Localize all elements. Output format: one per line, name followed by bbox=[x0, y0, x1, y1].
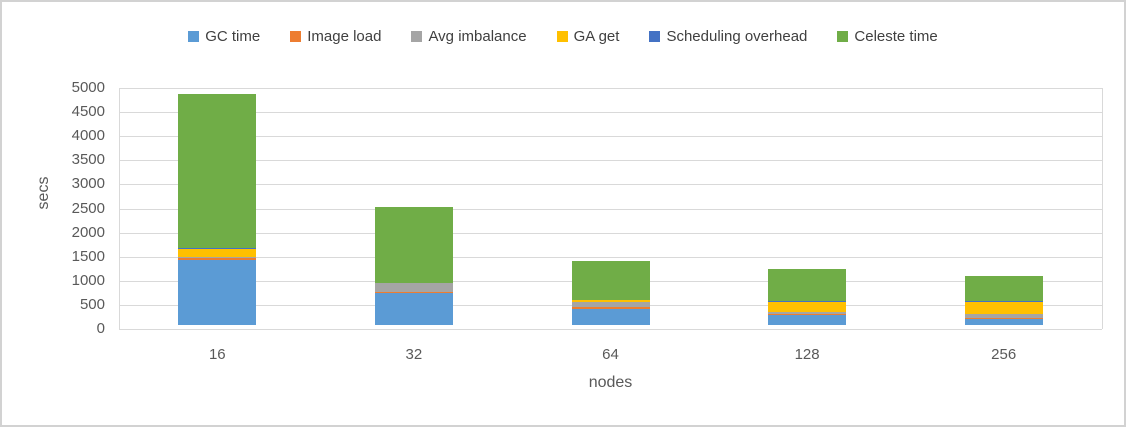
segment-celeste-time bbox=[374, 206, 453, 284]
segment-celeste-time bbox=[178, 94, 257, 249]
segment-ga-get bbox=[178, 248, 257, 258]
gridline-y4000 bbox=[119, 136, 1102, 138]
bar-64-nodes bbox=[571, 260, 650, 325]
segment-gc-time bbox=[571, 309, 650, 325]
y-tick-label: 4000 bbox=[71, 127, 105, 145]
legend-label: Image load bbox=[307, 28, 382, 45]
gridline-y5000 bbox=[119, 88, 1102, 89]
legend-swatch-icon bbox=[411, 31, 423, 42]
segment-scheduling-overhead bbox=[964, 300, 1043, 303]
gridline-y1500 bbox=[119, 256, 1102, 258]
segment-image-load bbox=[768, 313, 847, 315]
legend-label: Scheduling overhead bbox=[666, 28, 808, 45]
x-tick-label-256: 256 bbox=[991, 346, 1017, 363]
y-tick-label: 1500 bbox=[71, 247, 105, 265]
segment-celeste-time bbox=[768, 268, 847, 301]
y-tick-label: 4500 bbox=[71, 103, 105, 121]
segment-avg-imbalance bbox=[571, 302, 650, 308]
gridline-y4500 bbox=[119, 112, 1102, 114]
segment-gc-time bbox=[374, 293, 453, 325]
y-tick-label: 3500 bbox=[71, 151, 105, 169]
legend-label: Celeste time bbox=[854, 28, 938, 45]
bar-128-nodes bbox=[768, 268, 847, 325]
y-axis-line bbox=[119, 88, 120, 329]
segment-scheduling-overhead bbox=[768, 300, 847, 303]
segment-ga-get bbox=[964, 302, 1043, 315]
legend-item-gc-time: GC time bbox=[188, 28, 260, 45]
y-tick-label: 2000 bbox=[71, 223, 105, 241]
x-tick-label-128: 128 bbox=[794, 346, 820, 363]
segment-gc-time bbox=[964, 319, 1043, 325]
y-tick-label: 500 bbox=[79, 295, 105, 313]
gridline-y2000 bbox=[119, 232, 1102, 234]
y-tick-label: 5000 bbox=[71, 79, 105, 96]
segment-gc-time bbox=[768, 314, 847, 325]
segment-avg-imbalance bbox=[178, 257, 257, 259]
legend-swatch-icon bbox=[649, 31, 661, 42]
gridline-y3500 bbox=[119, 160, 1102, 162]
y-tick-label: 1000 bbox=[71, 271, 105, 289]
segment-ga-get bbox=[768, 302, 847, 313]
bar-32-nodes bbox=[374, 206, 453, 325]
legend-item-ga-get: GA get bbox=[556, 28, 620, 45]
y-tick-label: 3000 bbox=[71, 175, 105, 193]
segment-celeste-time bbox=[964, 276, 1043, 301]
segment-image-load bbox=[178, 258, 257, 260]
gridline-y3000 bbox=[119, 184, 1102, 186]
x-tick-label-32: 32 bbox=[405, 346, 423, 363]
y-tick-label: 2500 bbox=[71, 199, 105, 217]
legend-item-image-load: Image load bbox=[290, 28, 381, 45]
x-axis-title: nodes bbox=[588, 374, 633, 391]
segment-avg-imbalance bbox=[374, 283, 453, 293]
bar-256-nodes bbox=[964, 276, 1043, 325]
segment-image-load bbox=[964, 317, 1043, 320]
gridline-y0 bbox=[119, 329, 1102, 330]
legend-swatch-icon bbox=[290, 31, 302, 42]
x-tick-label-64: 64 bbox=[602, 346, 619, 363]
plot-right-edge bbox=[1102, 88, 1103, 329]
segment-gc-time bbox=[178, 259, 257, 325]
segment-image-load bbox=[571, 307, 650, 310]
legend-swatch-icon bbox=[188, 31, 200, 42]
y-tick-label: 0 bbox=[96, 320, 105, 337]
x-tick-label-16: 16 bbox=[208, 346, 226, 363]
legend-label: GC time bbox=[205, 28, 261, 45]
chart-legend: GC time Image load Avg imbalance GA get Sche… bbox=[2, 28, 1124, 45]
segment-avg-imbalance bbox=[768, 312, 847, 314]
legend-label: Avg imbalance bbox=[428, 28, 527, 45]
segment-celeste-time bbox=[571, 260, 650, 301]
segment-avg-imbalance bbox=[964, 314, 1043, 318]
legend-item-scheduling-overhead: Scheduling overhead bbox=[649, 28, 807, 45]
legend-item-avg-imbalance: Avg imbalance bbox=[411, 28, 527, 45]
legend-swatch-icon bbox=[556, 31, 568, 42]
legend-swatch-icon bbox=[837, 31, 849, 42]
segment-ga-get bbox=[571, 300, 650, 303]
bar-16-nodes bbox=[178, 94, 257, 325]
segment-image-load bbox=[374, 292, 453, 294]
legend-item-celeste-time: Celeste time bbox=[837, 28, 938, 45]
gridline-y2500 bbox=[119, 208, 1102, 210]
legend-label: GA get bbox=[573, 28, 620, 45]
